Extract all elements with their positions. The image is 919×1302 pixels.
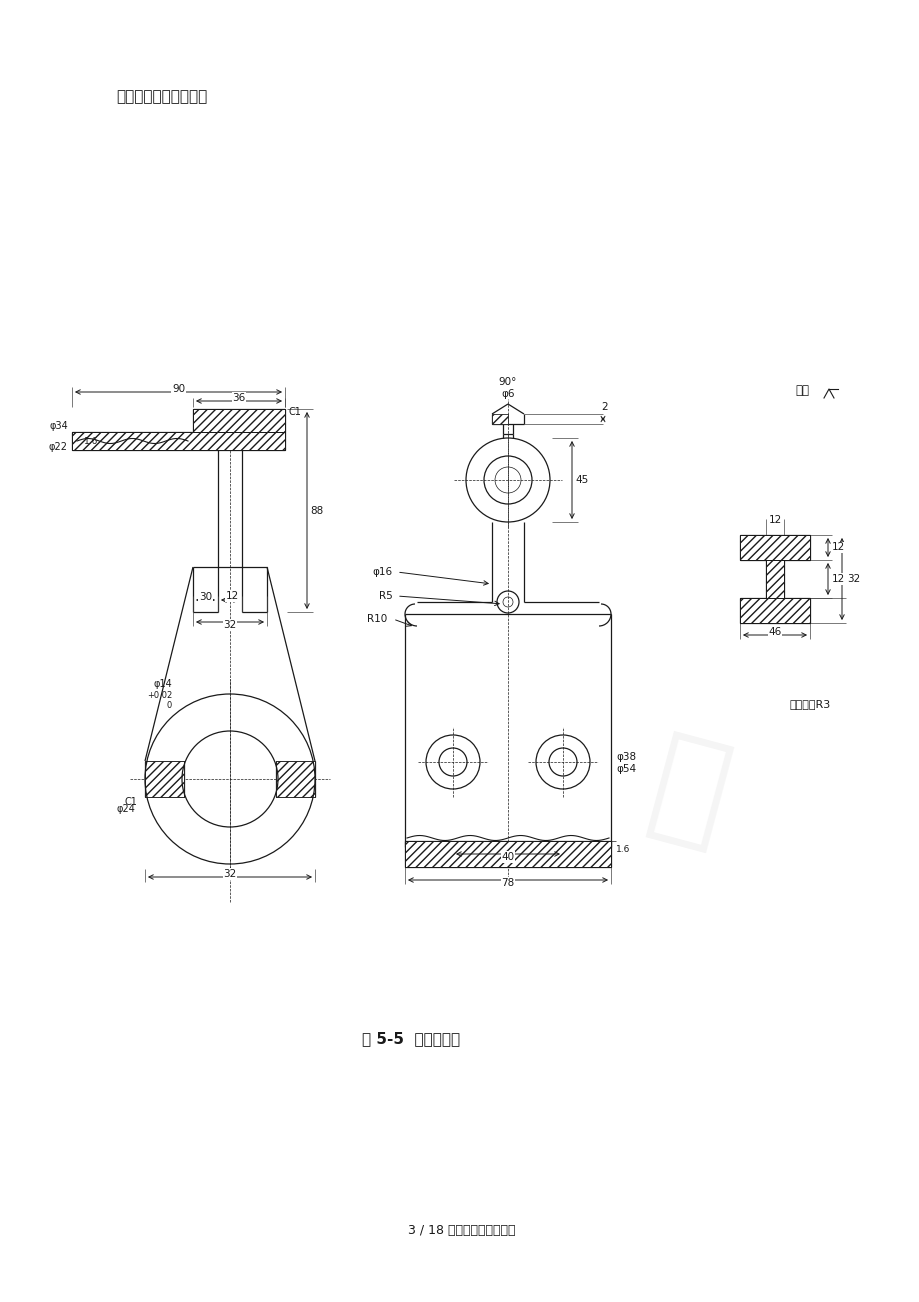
Bar (739, 535, 809, 560)
Text: 90°: 90° (498, 378, 516, 387)
Bar (276, 760, 314, 797)
Text: 32: 32 (223, 868, 236, 879)
Bar (492, 414, 507, 424)
Text: 1.6: 1.6 (616, 845, 630, 854)
Text: φ22: φ22 (49, 441, 68, 452)
Bar (739, 598, 809, 622)
Text: 未注倒角R3: 未注倒角R3 (789, 699, 831, 710)
Bar (404, 841, 610, 867)
Text: φ54: φ54 (616, 764, 635, 773)
Text: 1.6: 1.6 (84, 437, 98, 447)
Text: φ34: φ34 (50, 421, 68, 431)
Text: +0.02: +0.02 (147, 690, 172, 699)
Bar (72, 432, 285, 450)
Text: C1: C1 (124, 797, 137, 807)
Bar (404, 841, 610, 867)
Bar (145, 760, 184, 797)
Text: 3 / 18 文档可自由编辑打印: 3 / 18 文档可自由编辑打印 (408, 1224, 516, 1237)
Text: φ6: φ6 (501, 389, 515, 398)
Text: 被加工工件的零件图：: 被加工工件的零件图： (116, 90, 207, 104)
Text: 图 5-5  支架（二）: 图 5-5 支架（二） (361, 1031, 460, 1047)
Bar (766, 560, 783, 598)
Bar (492, 414, 507, 424)
Text: 12: 12 (767, 516, 781, 525)
Bar (193, 409, 285, 432)
Text: 级: 级 (638, 724, 741, 861)
Text: 12: 12 (831, 574, 844, 585)
Bar (145, 760, 184, 797)
Bar (72, 432, 285, 450)
Text: 88: 88 (310, 505, 323, 516)
Text: 45: 45 (574, 475, 588, 486)
Text: 其余: 其余 (794, 384, 808, 397)
Bar (193, 409, 285, 432)
Text: C1: C1 (289, 408, 301, 417)
Bar (276, 760, 314, 797)
Text: 36: 36 (233, 393, 245, 404)
Bar (739, 535, 809, 560)
Text: 30: 30 (199, 592, 212, 602)
Text: 32: 32 (846, 574, 859, 585)
Text: 46: 46 (767, 628, 781, 637)
Text: φ14: φ14 (153, 680, 172, 689)
Text: 2: 2 (600, 402, 607, 411)
Text: φ16: φ16 (372, 566, 392, 577)
Text: 0: 0 (166, 700, 172, 710)
Text: φ38: φ38 (616, 753, 635, 762)
Text: R10: R10 (367, 615, 387, 624)
Text: 90: 90 (172, 384, 185, 395)
Text: 32: 32 (223, 620, 236, 630)
Bar (766, 560, 783, 598)
Text: φ24: φ24 (116, 805, 135, 814)
Text: 78: 78 (501, 878, 514, 888)
Text: R5: R5 (379, 591, 392, 602)
Text: 40: 40 (501, 852, 514, 862)
Text: 12: 12 (831, 543, 844, 552)
Bar (739, 598, 809, 622)
Text: 12: 12 (225, 591, 238, 602)
